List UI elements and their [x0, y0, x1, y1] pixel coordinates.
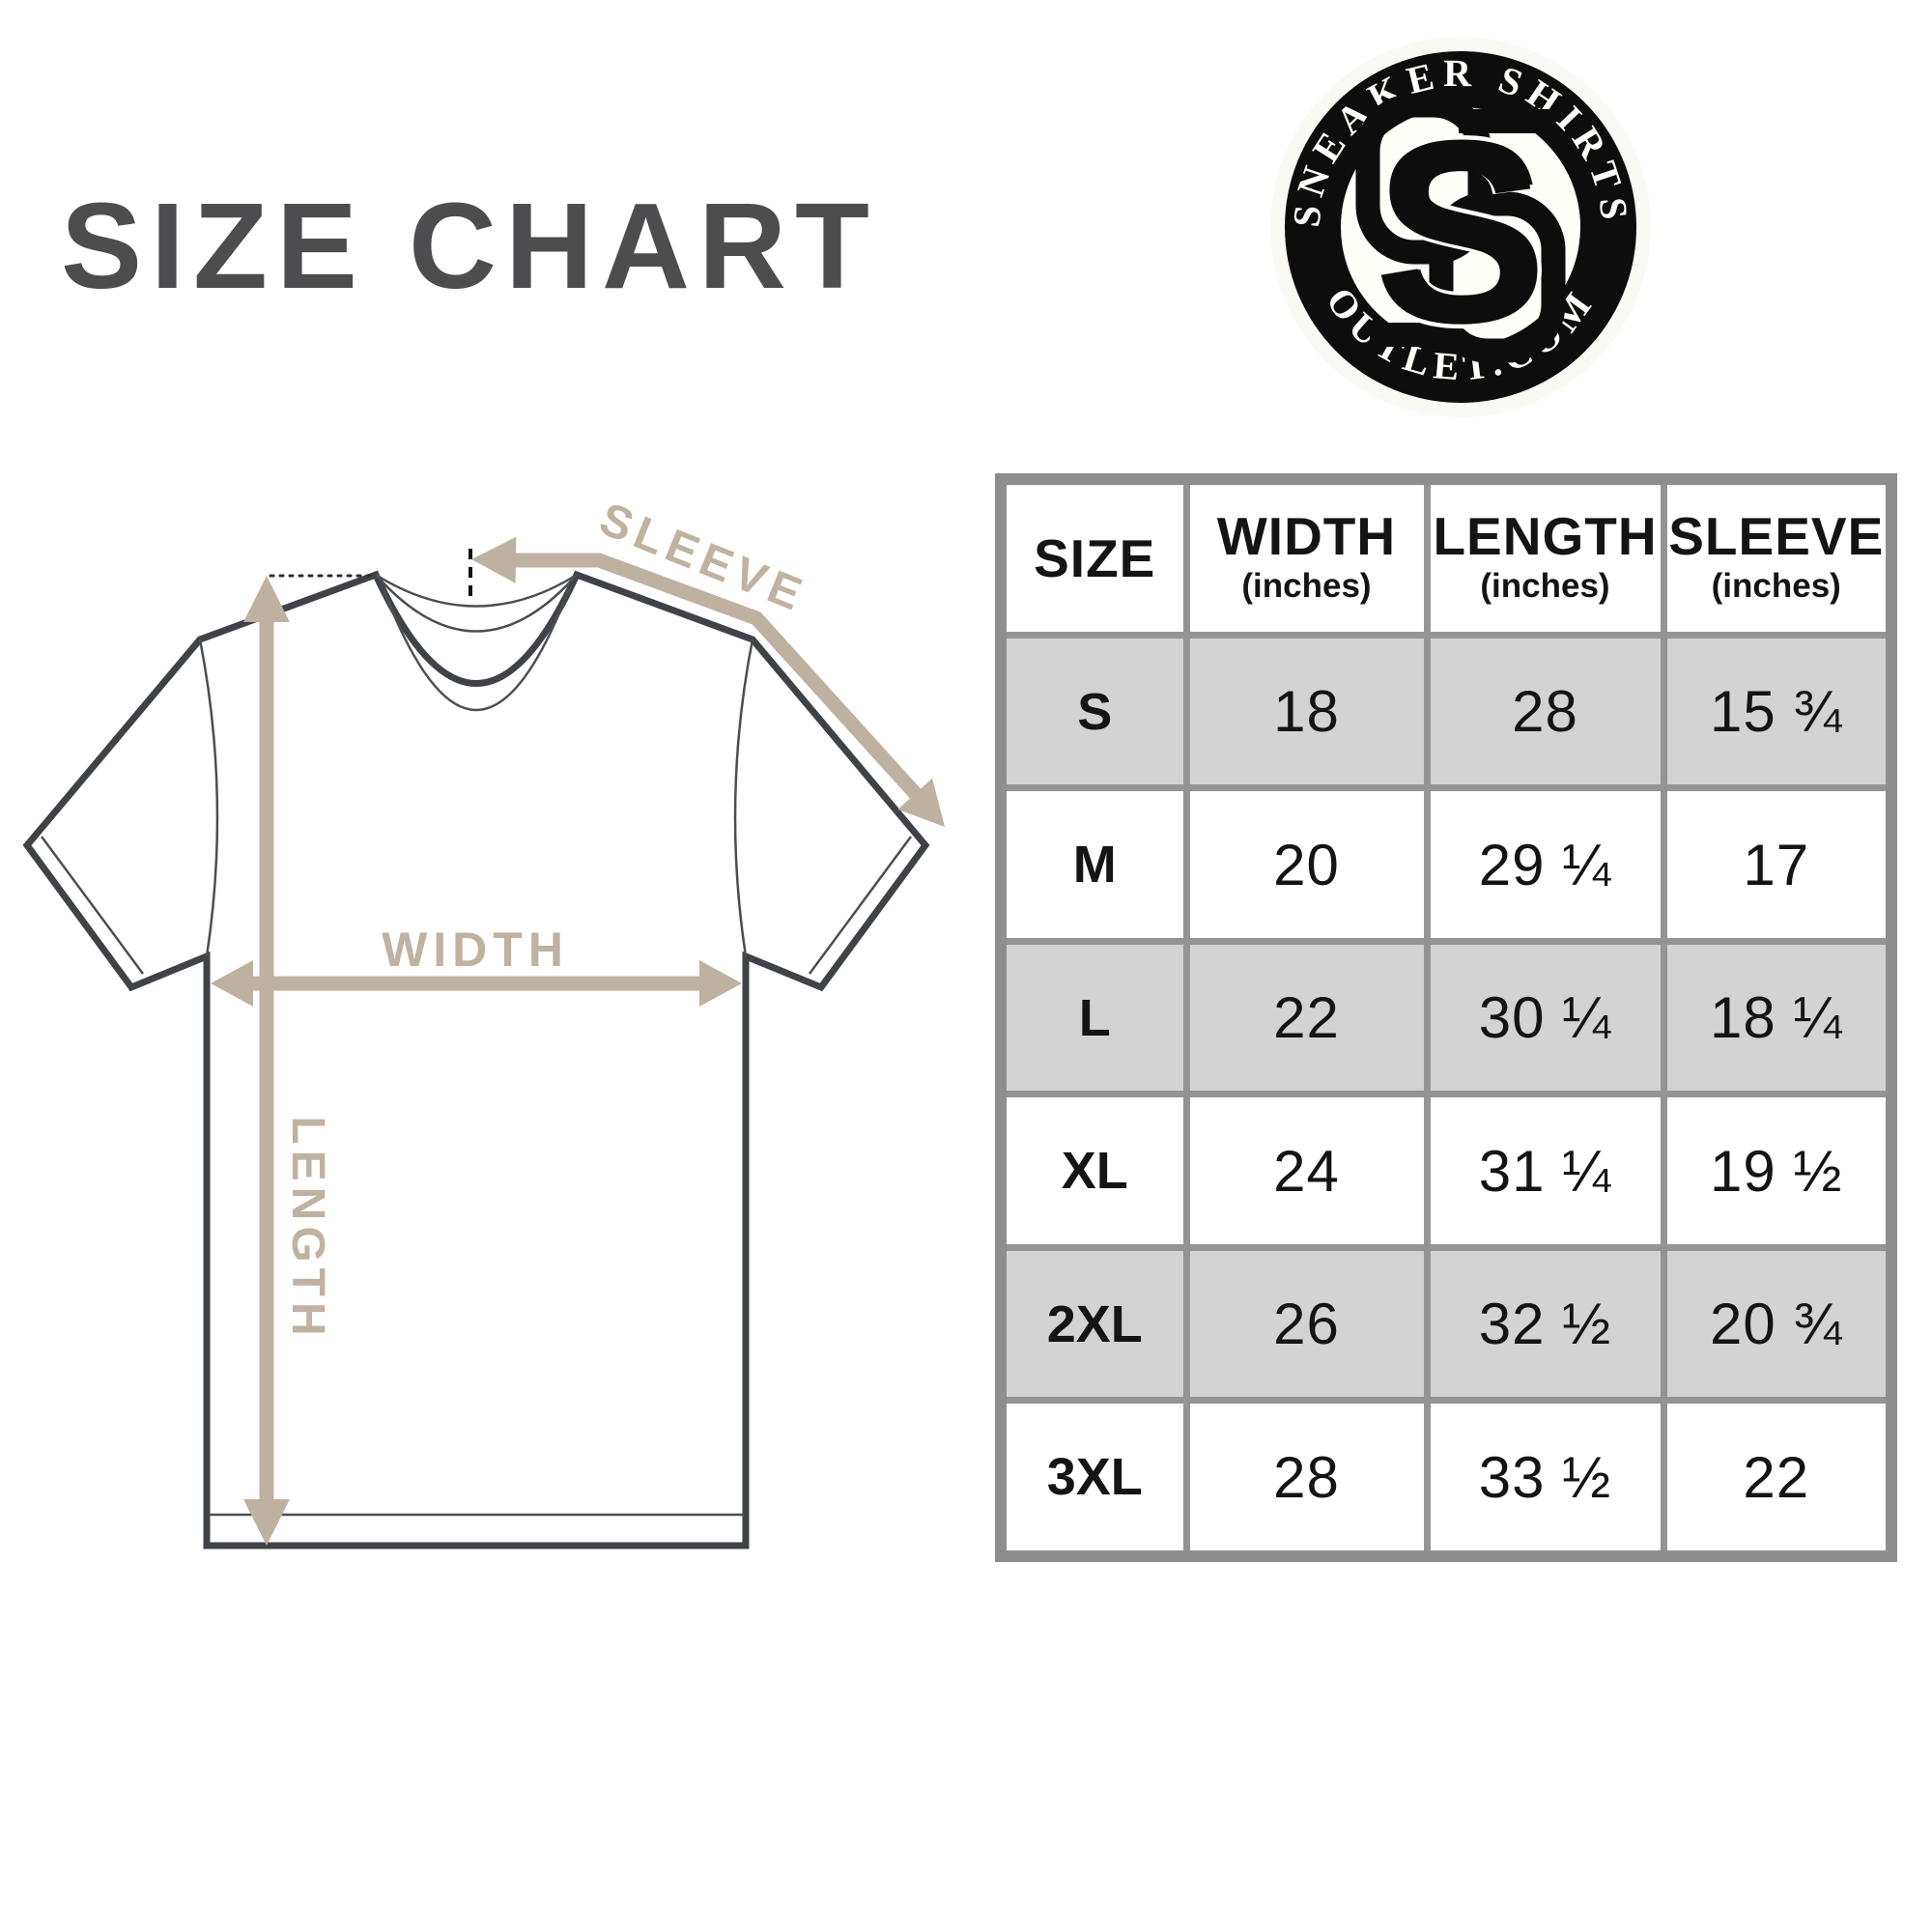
width-cell: 18 — [1182, 631, 1431, 792]
col-header-width-unit: (inches) — [1241, 567, 1372, 606]
monogram-bar-bottom — [1370, 323, 1463, 347]
size-cell: 3XL — [997, 1397, 1190, 1560]
width-cell: 26 — [1182, 1243, 1431, 1405]
cuff-seam-right — [808, 836, 913, 975]
col-header-sleeve-label: SLEEVE — [1668, 506, 1885, 567]
shirt-seams — [40, 639, 913, 1517]
logo-monogram: S S — [1355, 83, 1566, 383]
length-arrow — [243, 576, 290, 1546]
monogram-bar-top — [1459, 109, 1551, 133]
cuff-seam-left — [40, 836, 145, 975]
sleeve-arrowhead-end-icon — [897, 778, 945, 827]
col-header-sleeve-unit: (inches) — [1711, 567, 1841, 606]
length-cell: 30 ¼ — [1423, 937, 1667, 1098]
width-arrowhead-left-icon — [211, 960, 253, 1007]
width-arrowhead-right-icon — [699, 960, 742, 1007]
sleeve-cell: 15 ¾ — [1660, 631, 1895, 792]
sleeve-cell: 17 — [1660, 784, 1895, 945]
sleeve-cell: 20 ¾ — [1660, 1243, 1895, 1405]
col-header-length-unit: (inches) — [1480, 567, 1610, 606]
size-cell: M — [997, 784, 1190, 945]
collar-seams — [375, 573, 578, 711]
sleeve-cell: 18 ¼ — [1660, 937, 1895, 1098]
monogram-ring-bottom-icon — [1429, 191, 1566, 363]
collar-front-inner-arc — [382, 588, 571, 711]
sleeve-arrowhead-left-icon — [471, 536, 517, 583]
col-header-length: LENGTH (inches) — [1423, 475, 1667, 639]
length-cell: 33 ½ — [1423, 1397, 1667, 1560]
length-label: LENGTH — [282, 1116, 333, 1341]
size-cell: XL — [997, 1091, 1190, 1251]
monogram-s2: S — [1378, 94, 1545, 373]
armhole-seam-right — [733, 639, 754, 957]
table-row-s: S 18 28 15 ¾ — [997, 631, 1895, 792]
table-row-2xl: 2XL 26 32 ½ 20 ¾ — [997, 1243, 1895, 1405]
size-chart-table: SIZE WIDTH (inches) LENGTH (inches) SLEE… — [995, 473, 1897, 1562]
page-title: SIZE CHART — [61, 178, 878, 314]
monogram-ring-top-icon — [1355, 93, 1492, 265]
size-cell: S — [997, 631, 1190, 792]
tshirt-outline — [22, 570, 930, 1549]
col-header-width-label: WIDTH — [1216, 506, 1397, 567]
width-cell: 24 — [1182, 1091, 1431, 1251]
table-row-3xl: 3XL 28 33 ½ 22 — [997, 1397, 1895, 1560]
sleeve-cell: 22 — [1660, 1397, 1895, 1560]
length-cell: 29 ¼ — [1423, 784, 1667, 945]
table-row-m: M 20 29 ¼ 17 — [997, 784, 1895, 945]
col-header-width: WIDTH (inches) — [1182, 475, 1431, 639]
brand-logo: SNEAKER SHIRTS OUTLET.COM S S — [1270, 37, 1651, 417]
width-cell: 28 — [1182, 1397, 1431, 1560]
width-cell: 22 — [1182, 937, 1431, 1098]
size-table-container: SIZE WIDTH (inches) LENGTH (inches) SLEE… — [995, 473, 1897, 1562]
collar-mid-arc — [375, 574, 578, 633]
width-cell: 20 — [1182, 784, 1431, 945]
length-cell: 31 ¼ — [1423, 1091, 1667, 1251]
length-arrowhead-up-icon — [243, 576, 290, 622]
table-row-xl: XL 24 31 ¼ 19 ½ — [997, 1091, 1895, 1251]
length-arrowhead-down-icon — [243, 1499, 290, 1546]
table-row-l: L 22 30 ¼ 18 ¼ — [997, 937, 1895, 1098]
monogram-s1: S — [1374, 87, 1548, 378]
header-row: SIZE WIDTH (inches) LENGTH (inches) SLEE… — [997, 475, 1895, 639]
size-cell: L — [997, 937, 1190, 1098]
armhole-seam-left — [198, 639, 219, 957]
sleeve-cell: 19 ½ — [1660, 1091, 1895, 1251]
col-header-size-label: SIZE — [1034, 527, 1156, 588]
width-arrow — [211, 960, 742, 1007]
col-header-length-label: LENGTH — [1433, 506, 1658, 567]
length-cell: 32 ½ — [1423, 1243, 1667, 1405]
length-cell: 28 — [1423, 631, 1667, 792]
col-header-sleeve: SLEEVE (inches) — [1660, 475, 1895, 639]
col-header-size: SIZE — [997, 475, 1190, 639]
sleeve-arrow — [471, 536, 945, 827]
collar-back-arc — [375, 573, 578, 608]
width-label: WIDTH — [382, 923, 569, 977]
size-cell: 2XL — [997, 1243, 1190, 1405]
